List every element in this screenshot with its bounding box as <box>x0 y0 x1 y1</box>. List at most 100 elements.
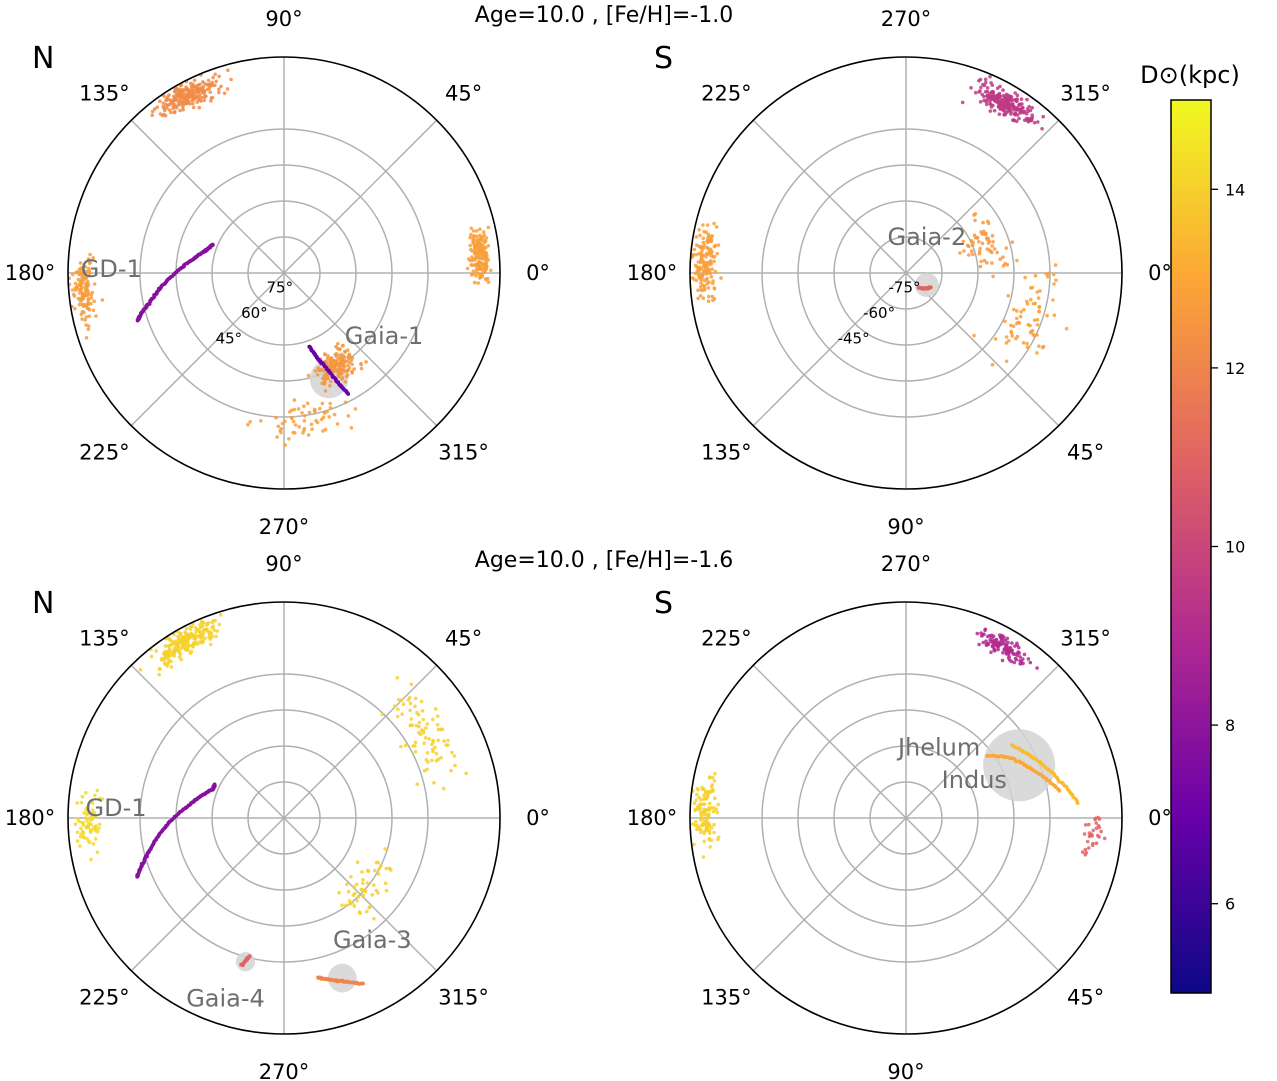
lon-tick-label: 225° <box>79 986 130 1010</box>
data-point <box>984 80 988 85</box>
data-point <box>983 77 988 82</box>
data-point <box>89 857 93 862</box>
stream-point <box>985 754 990 758</box>
data-point <box>150 109 155 114</box>
data-point <box>344 903 348 908</box>
data-point <box>315 372 320 377</box>
data-point <box>215 629 220 633</box>
data-point <box>973 90 978 95</box>
data-point <box>1015 93 1020 98</box>
data-point <box>973 235 978 240</box>
data-point <box>95 850 100 855</box>
data-point <box>320 401 325 406</box>
data-point <box>1015 316 1019 321</box>
data-point <box>379 864 383 868</box>
data-point <box>259 419 263 423</box>
data-point <box>178 102 182 107</box>
data-point <box>1003 642 1007 646</box>
data-point <box>95 829 100 834</box>
data-point <box>279 430 283 435</box>
data-point <box>339 363 343 367</box>
data-point <box>190 93 195 98</box>
data-point <box>380 712 385 717</box>
data-point <box>421 717 426 722</box>
data-point <box>349 875 353 879</box>
data-point <box>696 805 700 810</box>
data-point <box>328 401 333 406</box>
lon-tick-label: 180° <box>5 806 56 830</box>
data-point <box>208 90 212 94</box>
stream-region-1 <box>327 963 357 993</box>
data-point <box>995 250 999 255</box>
data-point <box>349 426 354 430</box>
data-point <box>978 100 983 104</box>
data-point <box>1005 636 1010 641</box>
data-point <box>1096 823 1101 828</box>
data-point <box>80 317 84 321</box>
data-point <box>158 99 162 103</box>
data-point <box>1022 652 1027 657</box>
data-point <box>84 269 89 274</box>
data-point <box>359 887 364 892</box>
data-point <box>190 90 194 95</box>
data-point <box>275 435 279 439</box>
data-point <box>331 369 336 374</box>
data-point <box>347 899 352 903</box>
data-point <box>713 269 718 274</box>
data-point <box>694 820 698 824</box>
data-point <box>715 810 720 815</box>
data-point <box>997 640 1002 645</box>
data-point <box>86 300 91 304</box>
data-point <box>352 367 357 371</box>
data-point <box>1025 302 1030 306</box>
lon-tick-label: 180° <box>5 261 56 285</box>
data-point <box>700 256 704 261</box>
data-point <box>346 348 350 353</box>
data-point <box>1087 834 1092 839</box>
stream-label: Gaia-1 <box>345 322 424 350</box>
data-point <box>83 275 87 279</box>
data-point <box>92 282 97 286</box>
data-point <box>1013 652 1018 656</box>
data-point <box>425 751 430 755</box>
data-point <box>1009 323 1013 328</box>
data-point <box>989 97 994 102</box>
data-point <box>166 97 171 102</box>
data-point <box>188 651 193 655</box>
data-point <box>327 415 332 419</box>
data-point <box>305 401 310 406</box>
data-point <box>701 240 706 245</box>
data-point <box>333 352 338 357</box>
data-point <box>367 905 371 910</box>
data-point <box>1003 319 1007 324</box>
data-point <box>158 667 162 671</box>
data-point <box>419 699 424 704</box>
data-point <box>1003 112 1007 116</box>
data-point <box>342 355 347 360</box>
data-point <box>1095 833 1100 838</box>
data-point <box>436 738 441 743</box>
data-point <box>342 365 347 369</box>
data-point <box>486 258 491 262</box>
stream-region-0 <box>914 273 939 297</box>
data-point <box>1017 645 1021 650</box>
stream-label: Jhelum <box>896 733 980 761</box>
data-point <box>707 260 711 265</box>
data-point <box>161 105 165 109</box>
data-point <box>712 806 716 810</box>
data-point <box>477 262 482 266</box>
data-point <box>89 292 93 297</box>
data-point <box>337 353 342 358</box>
data-point <box>434 751 439 756</box>
data-point <box>450 750 454 755</box>
stream-track-0 <box>135 242 215 323</box>
data-point <box>209 642 213 647</box>
stream-point <box>1056 787 1060 792</box>
data-point <box>418 732 423 737</box>
data-point <box>288 410 292 414</box>
data-point <box>212 628 217 632</box>
data-point <box>708 775 712 779</box>
data-point <box>431 749 435 754</box>
lon-tick-label: 270° <box>259 1060 310 1081</box>
data-point <box>173 98 178 102</box>
